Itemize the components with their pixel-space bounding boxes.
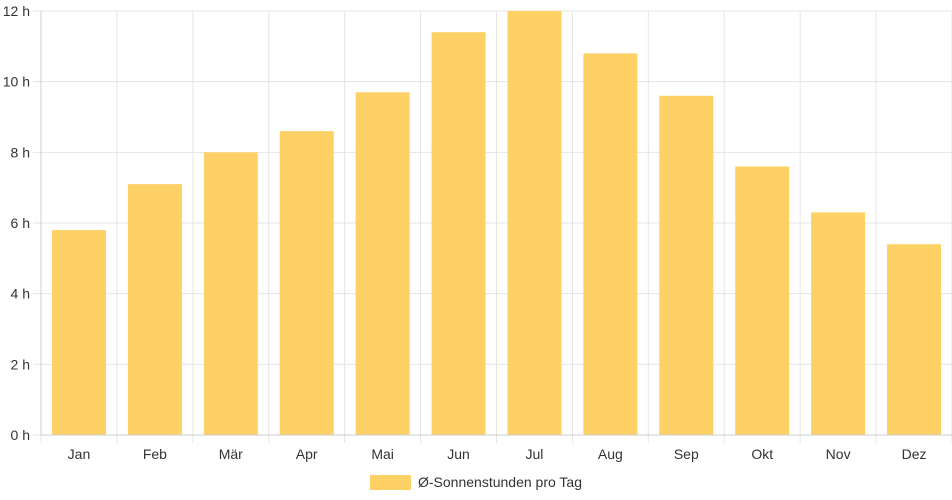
legend-label[interactable]: Ø-Sonnenstunden pro Tag — [418, 474, 582, 490]
x-tick-label: Sep — [674, 446, 699, 462]
y-tick-label: 12 h — [3, 3, 30, 19]
legend[interactable]: Ø-Sonnenstunden pro Tag — [370, 474, 582, 490]
y-tick-label: 0 h — [11, 427, 30, 443]
x-tick-label: Aug — [598, 446, 623, 462]
bar[interactable] — [51, 230, 106, 435]
bars — [51, 11, 942, 436]
x-tick-label: Jan — [68, 446, 91, 462]
grid — [33, 10, 952, 443]
bar[interactable] — [507, 11, 562, 435]
x-tick-label: Mär — [219, 446, 243, 462]
x-tick-label: Nov — [826, 446, 851, 462]
x-tick-label: Feb — [143, 446, 167, 462]
x-tick-label: Mai — [371, 446, 394, 462]
x-tick-label: Jun — [447, 446, 470, 462]
bar[interactable] — [735, 166, 790, 435]
bar[interactable] — [355, 92, 410, 436]
y-tick-label: 6 h — [11, 215, 30, 231]
bar[interactable] — [583, 53, 638, 436]
bar[interactable] — [279, 131, 334, 435]
x-tick-label: Okt — [751, 446, 773, 462]
bar[interactable] — [887, 244, 942, 435]
bar[interactable] — [203, 152, 258, 436]
y-tick-label: 4 h — [11, 286, 30, 302]
bar[interactable] — [431, 32, 486, 435]
legend-swatch[interactable] — [370, 475, 411, 490]
bar[interactable] — [127, 184, 182, 435]
axes: 0 h 2 h 4 h 6 h 8 h 10 h 12 h Jan Feb Mär Apr Mai Ju… — [3, 3, 952, 462]
bar[interactable] — [659, 95, 714, 436]
y-tick-label: 8 h — [11, 144, 30, 160]
x-tick-label: Dez — [902, 446, 927, 462]
bar[interactable] — [811, 212, 866, 435]
x-tick-label: Jul — [526, 446, 544, 462]
y-tick-label: 10 h — [3, 74, 30, 90]
y-tick-label: 2 h — [11, 356, 30, 372]
x-tick-label: Apr — [296, 446, 318, 462]
